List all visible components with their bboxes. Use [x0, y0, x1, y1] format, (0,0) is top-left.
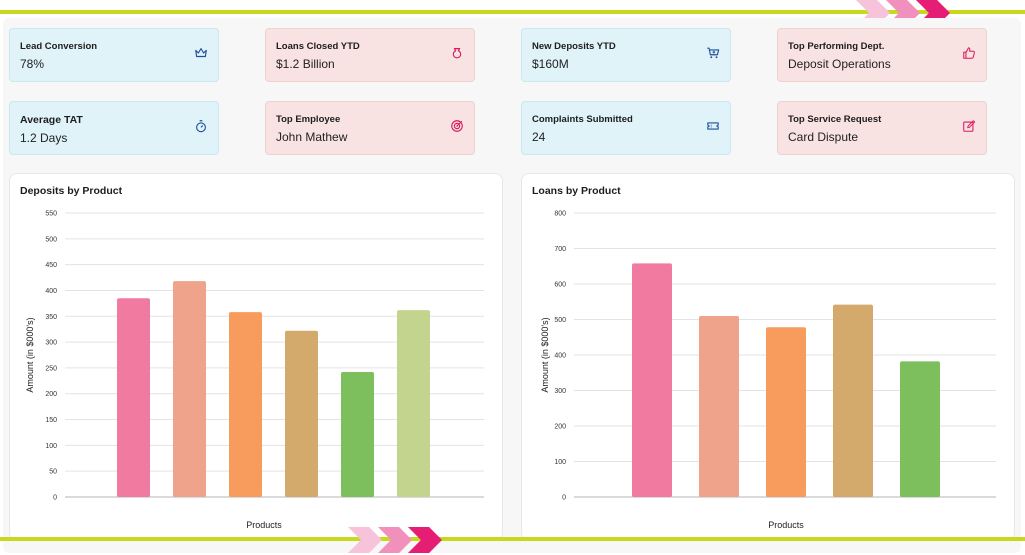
- y-tick-label: 0: [562, 495, 566, 502]
- kpi-value: Card Dispute: [788, 130, 859, 144]
- cart-plus-icon: [707, 47, 720, 59]
- y-tick-label: 250: [45, 365, 57, 372]
- target-icon: [451, 120, 463, 132]
- y-tick-label: 50: [49, 469, 57, 476]
- bottom-accent-line: [0, 537, 1025, 541]
- kpi-value: 78%: [20, 57, 45, 71]
- top-accent-line: [0, 10, 1025, 14]
- kpi-label: Average TAT: [20, 114, 83, 126]
- deposits-chart-card: Deposits by Product 0 50 100 150 200 250 300 35…: [9, 173, 503, 541]
- kpi-card-loans-closed[interactable]: Loans Closed YTD $1.2 Billion: [265, 28, 475, 82]
- y-tick-label: 800: [554, 211, 566, 218]
- chart-title: Loans by Product: [532, 185, 621, 197]
- kpi-label: Top Performing Dept.: [788, 41, 885, 52]
- bar[interactable]: [833, 304, 873, 497]
- deposits-bar-chart: 0 50 100 150 200 250 300 350 400 450 500 550 Amount …: [25, 211, 484, 530]
- x-axis-label: Products: [768, 520, 804, 530]
- y-tick-label: 100: [554, 459, 566, 466]
- y-tick-label: 350: [45, 314, 57, 321]
- y-tick-label: 400: [45, 288, 57, 295]
- y-tick-label: 100: [45, 443, 57, 450]
- loans-bar-chart: 0 100 200 300 400 500 600 700 800 Amount (in $000…: [540, 211, 996, 530]
- y-axis-label: Amount (in $000's): [540, 317, 550, 392]
- y-tick-label: 0: [53, 495, 57, 502]
- chart-title: Deposits by Product: [20, 185, 123, 197]
- y-tick-label: 400: [554, 353, 566, 360]
- y-tick-label: 300: [45, 340, 57, 347]
- bar[interactable]: [766, 327, 806, 497]
- y-axis-label: Amount (in $000's): [25, 317, 35, 392]
- y-tick-label: 200: [554, 424, 566, 431]
- loans-chart-card: Loans by Product 0 100 200 300 400 500 600 700 8…: [521, 173, 1015, 541]
- kpi-card-top-department[interactable]: Top Performing Dept. Deposit Operations: [777, 28, 987, 82]
- y-tick-label: 500: [554, 317, 566, 324]
- kpi-label: Top Service Request: [788, 114, 882, 125]
- y-tick-label: 600: [554, 282, 566, 289]
- kpi-value: $1.2 Billion: [276, 57, 335, 71]
- kpi-value: John Mathew: [276, 130, 348, 144]
- bar[interactable]: [285, 330, 318, 497]
- kpi-label: Top Employee: [276, 114, 341, 125]
- y-tick-label: 300: [554, 388, 566, 395]
- kpi-card-new-deposits[interactable]: New Deposits YTD $160M: [521, 28, 731, 82]
- kpi-value: $160M: [532, 57, 569, 71]
- x-axis-label: Products: [246, 520, 282, 530]
- ticket-icon: [707, 122, 719, 130]
- y-tick-label: 150: [45, 417, 57, 424]
- bar[interactable]: [397, 310, 430, 497]
- kpi-value: Deposit Operations: [788, 57, 891, 71]
- thumbs-up-icon: [963, 47, 975, 59]
- bar[interactable]: [173, 281, 206, 497]
- kpi-value: 24: [532, 130, 546, 144]
- edit-icon: [963, 120, 976, 132]
- y-tick-label: 200: [45, 391, 57, 398]
- y-tick-label: 550: [45, 211, 57, 218]
- kpi-card-average-tat[interactable]: Average TAT 1.2 Days: [9, 101, 219, 155]
- kpi-value: 1.2 Days: [20, 131, 68, 145]
- kpi-card-top-service-request[interactable]: Top Service Request Card Dispute: [777, 101, 987, 155]
- kpi-label: Loans Closed YTD: [276, 41, 360, 52]
- kpi-card-complaints[interactable]: Complaints Submitted 24: [521, 101, 731, 155]
- bar[interactable]: [341, 372, 374, 497]
- money-bag-icon: [452, 48, 462, 59]
- crown-icon: [195, 48, 207, 58]
- bar[interactable]: [117, 298, 150, 497]
- bar[interactable]: [699, 315, 739, 497]
- kpi-card-lead-conversion[interactable]: Lead Conversion 78%: [9, 28, 219, 82]
- y-tick-label: 500: [45, 236, 57, 243]
- stopwatch-icon: [196, 120, 206, 133]
- y-tick-label: 450: [45, 262, 57, 269]
- kpi-label: New Deposits YTD: [532, 41, 616, 52]
- bar[interactable]: [229, 312, 262, 497]
- bar[interactable]: [632, 263, 672, 497]
- kpi-label: Complaints Submitted: [532, 114, 633, 125]
- y-tick-label: 700: [554, 246, 566, 253]
- bar[interactable]: [900, 361, 940, 497]
- kpi-label: Lead Conversion: [20, 41, 98, 52]
- kpi-card-top-employee[interactable]: Top Employee John Mathew: [265, 101, 475, 155]
